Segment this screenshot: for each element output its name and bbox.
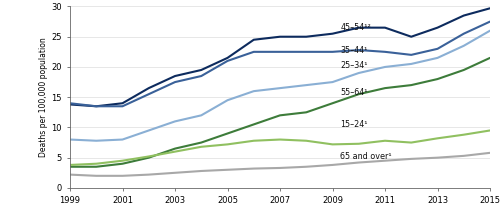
Text: 55–64¹: 55–64¹ bbox=[340, 88, 368, 97]
Text: 65 and over¹: 65 and over¹ bbox=[340, 152, 392, 161]
Text: 25–34¹: 25–34¹ bbox=[340, 61, 368, 70]
Text: 35–44¹: 35–44¹ bbox=[340, 46, 368, 54]
Text: 45–54¹²: 45–54¹² bbox=[340, 23, 371, 32]
Y-axis label: Deaths per 100,000 population: Deaths per 100,000 population bbox=[40, 37, 48, 157]
Text: 15–24¹: 15–24¹ bbox=[340, 120, 368, 129]
